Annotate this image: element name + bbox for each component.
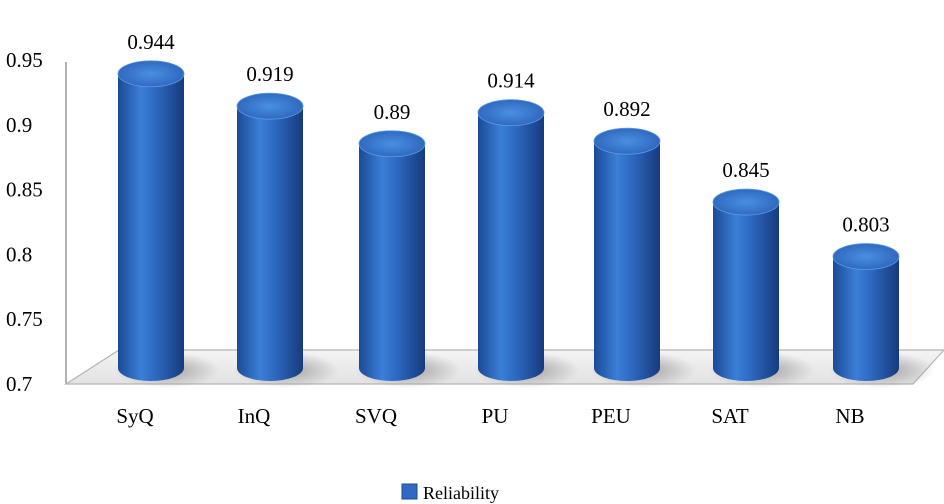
category-label: PEU <box>591 404 631 428</box>
category-label: SyQ <box>116 404 153 428</box>
bar-top <box>593 127 661 155</box>
y-tick-label: 0.75 <box>6 307 43 331</box>
category-label: InQ <box>238 404 271 428</box>
bar-svq <box>355 130 461 388</box>
legend-label: Reliability <box>423 483 499 503</box>
value-label: 0.944 <box>127 30 175 54</box>
value-label: 0.803 <box>842 213 889 237</box>
category-label: SAT <box>711 404 749 428</box>
bar-top <box>117 60 185 88</box>
bar-nb <box>829 243 935 388</box>
bar-top <box>358 130 426 158</box>
value-labels: 0.944 0.919 0.89 0.914 0.892 0.845 0.803 <box>127 30 889 237</box>
value-label: 0.89 <box>374 100 411 124</box>
bar-peu <box>590 127 696 388</box>
bar-inq <box>233 92 339 388</box>
bar-body <box>594 141 660 381</box>
category-label: SVQ <box>355 404 397 428</box>
category-label: PU <box>482 404 509 428</box>
bar-top <box>477 99 545 127</box>
y-tick-label: 0.85 <box>6 178 43 202</box>
value-label: 0.914 <box>487 69 535 93</box>
y-tick-label: 0.8 <box>6 242 32 266</box>
category-labels: SyQ InQ SVQ PU PEU SAT NB <box>116 404 864 428</box>
bar-pu <box>474 99 580 388</box>
y-tick-label: 0.95 <box>6 48 43 72</box>
y-tick-label: 0.9 <box>6 113 32 137</box>
bar-syq <box>114 60 220 388</box>
legend-swatch <box>401 483 418 500</box>
value-label: 0.919 <box>246 62 293 86</box>
bar-body <box>359 143 425 381</box>
bar-body <box>713 202 779 381</box>
bar-sat <box>709 188 815 388</box>
bar-body <box>478 112 544 381</box>
value-label: 0.892 <box>603 97 650 121</box>
y-tick-labels: 0.7 0.75 0.8 0.85 0.9 0.95 <box>6 48 43 396</box>
bar-top <box>712 188 780 216</box>
bar-body <box>833 256 899 381</box>
bar-top <box>832 243 900 270</box>
bar-top <box>236 92 304 120</box>
value-label: 0.845 <box>722 158 769 182</box>
bar-body <box>237 106 303 381</box>
bars <box>114 60 935 388</box>
legend: Reliability <box>401 483 499 503</box>
bar-body <box>118 73 184 381</box>
y-tick-label: 0.7 <box>6 372 32 396</box>
category-label: NB <box>835 404 864 428</box>
